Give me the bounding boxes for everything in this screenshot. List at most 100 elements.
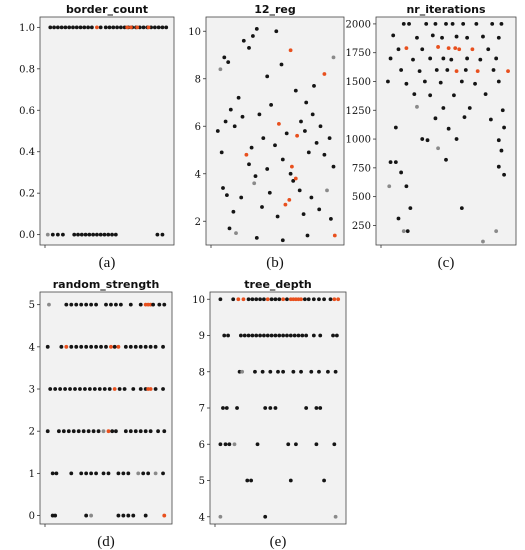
- data-point: [126, 471, 131, 476]
- data-point: [329, 216, 333, 221]
- data-point: [415, 35, 419, 40]
- data-point: [273, 406, 278, 410]
- data-point: [235, 406, 239, 410]
- data-point: [238, 333, 243, 338]
- data-point: [89, 471, 94, 476]
- data-point: [218, 297, 223, 302]
- y-tick-label: 6: [195, 122, 201, 133]
- data-point: [253, 174, 258, 179]
- data-point: [79, 302, 84, 307]
- data-point: [89, 513, 94, 518]
- data-point: [393, 125, 398, 130]
- data-point: [506, 69, 510, 74]
- y-tick-label: 750: [352, 163, 371, 174]
- data-point: [79, 471, 84, 476]
- data-point: [446, 126, 451, 131]
- data-point: [290, 164, 294, 169]
- data-point: [499, 148, 504, 153]
- data-point: [160, 232, 165, 237]
- y-tick-label: 4: [29, 342, 35, 353]
- data-point: [106, 429, 111, 434]
- data-point: [299, 297, 303, 302]
- data-point: [254, 235, 259, 240]
- data-point: [84, 513, 89, 518]
- data-point: [232, 442, 237, 447]
- data-point: [268, 369, 273, 374]
- y-tick-label: 7: [199, 404, 205, 415]
- data-point: [97, 387, 102, 391]
- y-tick-label: 8: [199, 367, 205, 378]
- data-point: [63, 387, 67, 391]
- data-point: [274, 29, 279, 34]
- data-point: [69, 471, 74, 476]
- data-point: [123, 344, 128, 349]
- data-point: [317, 369, 321, 374]
- data-point: [291, 178, 296, 183]
- data-point: [275, 214, 280, 219]
- data-point: [261, 136, 266, 141]
- data-point: [481, 239, 485, 244]
- data-point: [279, 62, 284, 67]
- data-point: [420, 137, 425, 141]
- y-tick-label: 6: [199, 440, 205, 451]
- data-point: [388, 160, 393, 164]
- data-point: [332, 442, 337, 447]
- panel-title: border_count: [66, 3, 148, 16]
- data-point: [118, 25, 123, 30]
- data-point: [84, 471, 89, 476]
- data-point: [103, 25, 108, 30]
- data-point: [126, 513, 131, 518]
- data-point: [94, 302, 98, 307]
- data-point: [95, 25, 99, 30]
- data-point: [104, 302, 108, 307]
- data-point: [227, 226, 232, 231]
- data-point: [404, 81, 409, 86]
- y-tick-label: 10: [188, 27, 201, 38]
- data-point: [327, 136, 332, 141]
- data-point: [64, 344, 69, 349]
- data-point: [318, 124, 323, 129]
- data-point: [53, 387, 58, 391]
- data-point: [490, 22, 495, 26]
- data-point: [239, 195, 244, 200]
- data-point: [273, 297, 278, 302]
- data-point: [148, 387, 153, 391]
- data-point: [89, 25, 94, 30]
- data-point: [483, 92, 488, 97]
- data-point: [146, 25, 151, 30]
- data-point: [474, 22, 479, 26]
- data-point: [303, 129, 307, 133]
- panel-title: random_strength: [53, 278, 160, 291]
- data-point: [391, 33, 396, 38]
- data-point: [247, 45, 251, 50]
- data-point: [452, 93, 456, 98]
- data-point: [121, 513, 126, 518]
- y-tick-label: 1750: [346, 48, 371, 59]
- plot-area: [205, 16, 345, 246]
- data-point: [306, 150, 311, 155]
- data-point: [78, 387, 82, 391]
- data-point: [314, 140, 319, 145]
- data-point: [273, 333, 278, 338]
- data-point: [465, 56, 470, 61]
- data-point: [291, 369, 296, 374]
- data-point: [277, 333, 282, 338]
- data-point: [424, 22, 429, 26]
- data-point: [222, 333, 227, 338]
- data-point: [260, 205, 264, 209]
- data-point: [430, 33, 435, 38]
- data-point: [399, 68, 404, 72]
- data-point: [250, 333, 255, 338]
- data-point: [59, 344, 64, 349]
- data-point: [486, 47, 491, 52]
- data-point: [110, 429, 115, 434]
- data-point: [223, 119, 228, 124]
- data-point: [224, 406, 229, 410]
- data-point: [336, 297, 341, 302]
- data-point: [295, 133, 299, 138]
- data-point: [236, 95, 241, 100]
- data-point: [66, 429, 71, 434]
- data-point: [48, 25, 53, 30]
- data-point: [246, 333, 251, 338]
- data-point: [84, 302, 89, 307]
